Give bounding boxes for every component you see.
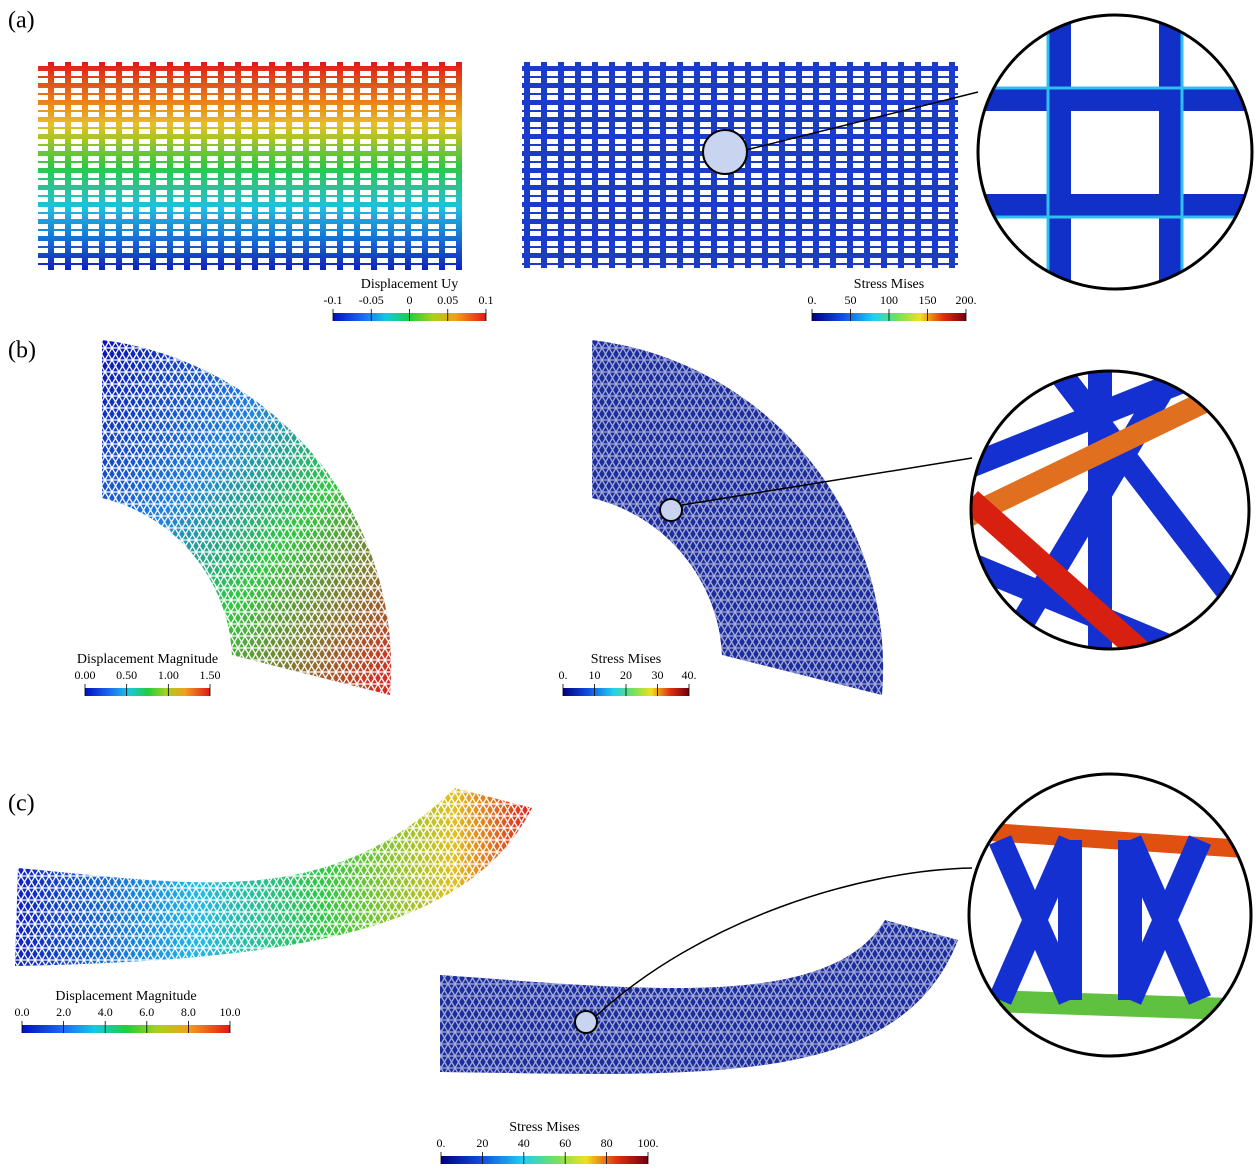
colorbar-tick-label: 10.0 — [220, 1005, 241, 1019]
panel-label: (c) — [8, 791, 35, 817]
colorbar-tick-label: 0.0 — [15, 1005, 30, 1019]
colorbar — [441, 1156, 648, 1164]
colorbar-title: Stress Mises — [509, 1120, 579, 1135]
panel-b-images — [102, 340, 1251, 695]
colorbar — [22, 1025, 230, 1033]
colorbar-tick-label: 60 — [559, 1136, 571, 1150]
colorbar-tick-label: 0 — [407, 293, 413, 307]
colorbar-tick-label: 100. — [638, 1136, 659, 1150]
colorbar-tick-label: 0. — [808, 293, 817, 307]
colorbar-tick-label: 200. — [956, 293, 977, 307]
colorbar-tick-label: -0.1 — [324, 293, 343, 307]
colorbar-tick-label: 6.0 — [139, 1005, 154, 1019]
colorbar-title: Stress Mises — [591, 652, 661, 667]
panel-a-images — [38, 13, 1254, 291]
colorbar-tick-label: 80 — [601, 1136, 613, 1150]
colorbar-tick-label: 100 — [880, 293, 898, 307]
colorbar-title: Displacement Uy — [361, 277, 459, 292]
colorbar-tick-label: 0.05 — [437, 293, 458, 307]
colorbar-tick-label: 50 — [845, 293, 857, 307]
colorbar-tick-label: 1.50 — [200, 668, 221, 682]
colorbar-tick-label: 150 — [919, 293, 937, 307]
colorbar-title: Stress Mises — [854, 277, 924, 292]
colorbar-tick-label: -0.05 — [359, 293, 384, 307]
colorbar-tick-label: 40 — [518, 1136, 530, 1150]
colorbar-tick-label: 2.0 — [56, 1005, 71, 1019]
colorbar-tick-label: 0.50 — [116, 668, 137, 682]
colorbar-tick-label: 20 — [620, 668, 632, 682]
colorbar-tick-label: 8.0 — [181, 1005, 196, 1019]
colorbar-tick-label: 0. — [559, 668, 568, 682]
colorbar-title: Displacement Magnitude — [55, 989, 196, 1004]
colorbar-tick-label: 0.00 — [75, 668, 96, 682]
colorbar-tick-label: 0.1 — [479, 293, 494, 307]
colorbar-tick-label: 0. — [437, 1136, 446, 1150]
colorbar — [85, 688, 210, 696]
colorbar-tick-label: 20 — [476, 1136, 488, 1150]
colorbar-tick-label: 4.0 — [98, 1005, 113, 1019]
panel-c-images — [15, 772, 1253, 1074]
colorbar-tick-label: 40. — [682, 668, 697, 682]
colorbar-title: Displacement Magnitude — [77, 652, 218, 667]
panel-label: (b) — [8, 338, 36, 364]
colorbar-tick-label: 1.00 — [158, 668, 179, 682]
colorbar-tick-label: 10 — [589, 668, 601, 682]
colorbar-tick-label: 30 — [652, 668, 664, 682]
panel-label: (a) — [8, 8, 35, 34]
